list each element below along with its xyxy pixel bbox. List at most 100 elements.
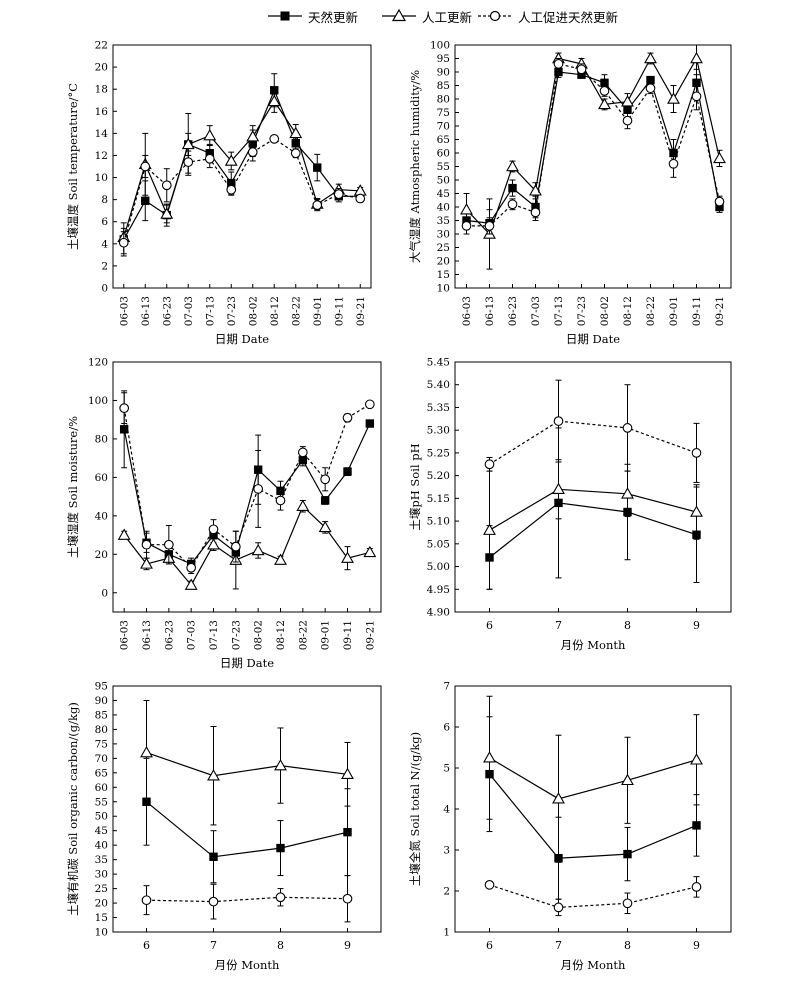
y-axis-label: 土壤有机碳 Soil organic carbon/(g/kg) (66, 702, 80, 916)
data-point-circle (226, 184, 237, 195)
x-tick-label: 07-03 (186, 620, 198, 650)
data-point-triangle (713, 151, 726, 164)
y-tick-label: 4 (443, 804, 450, 816)
x-axis-label: 日期 Date (215, 332, 269, 346)
data-point-circle (275, 495, 286, 506)
x-tick-label: 08-12 (622, 296, 634, 326)
y-tick-label: 0 (101, 587, 108, 599)
x-tick-label: 7 (555, 619, 562, 632)
data-point-circle (140, 161, 151, 172)
y-tick-label: 35 (437, 215, 450, 227)
data-point-circle (163, 539, 174, 550)
data-point-triangle (181, 137, 195, 150)
data-point-square (119, 425, 129, 434)
x-tick-label: 8 (624, 619, 631, 632)
y-tick-label: 70 (95, 753, 108, 765)
y-tick-label: 60 (95, 782, 108, 794)
data-point-triangle (140, 557, 153, 569)
y-tick-label: 6 (443, 722, 450, 734)
y-tick-label: 20 (95, 62, 108, 74)
x-tick-label: 08-02 (247, 296, 259, 326)
series-triangle (483, 695, 703, 863)
x-tick-label: 07-03 (530, 296, 542, 326)
data-point-circle (183, 157, 194, 167)
y-tick-label: 120 (88, 357, 108, 369)
y-tick-label: 60 (437, 148, 450, 160)
series-triangle (483, 459, 703, 590)
x-tick-label: 6 (486, 939, 493, 952)
x-tick-label: 08-12 (275, 620, 287, 650)
y-tick-label: 55 (437, 161, 450, 173)
y-tick-label: 16 (95, 106, 109, 118)
x-tick-label: 09-01 (312, 296, 324, 326)
data-point-circle (553, 59, 564, 69)
series-square (462, 66, 724, 238)
y-tick-label: 40 (95, 510, 108, 522)
data-point-triangle (529, 184, 542, 196)
y-tick-label: 50 (95, 811, 108, 823)
x-tick-label: 7 (210, 939, 217, 952)
y-tick-label: 7 (443, 681, 450, 693)
series-line (146, 801, 348, 858)
x-tick-label: 06-03 (118, 296, 130, 326)
data-point-square (291, 139, 300, 148)
legend-item-assisted: 人工促进天然更新 (478, 6, 638, 26)
y-tick-label: 4 (101, 238, 108, 250)
series-square (142, 757, 352, 884)
data-point-triangle (598, 97, 611, 110)
y-tick-label: 75 (95, 738, 108, 750)
data-point-triangle (483, 523, 496, 535)
y-tick-label: 5.40 (427, 379, 450, 391)
y-tick-label: 25 (95, 883, 108, 895)
plot-frame (112, 361, 382, 613)
data-point-square (276, 843, 285, 853)
chart-soil-moisture: 0 20 40 60 80 100 120 06-03 06-13 06-23 07-03 07-13… (66, 357, 382, 670)
y-tick-label: 22 (95, 40, 108, 52)
y-tick-label: 15 (437, 269, 450, 281)
series-line (123, 100, 361, 238)
data-point-square (554, 67, 563, 77)
x-axis-label: 日期 Date (566, 332, 620, 346)
data-point-triangle (621, 487, 634, 499)
data-point-triangle (644, 51, 657, 64)
data-point-triangle (274, 553, 287, 565)
y-tick-label: 14 (95, 128, 109, 140)
x-tick-label: 07-23 (230, 620, 242, 650)
data-point-square (692, 821, 701, 830)
y-tick-label: 3 (443, 845, 450, 857)
x-tick-label: 08-02 (253, 620, 265, 650)
y-tick-label: 4.90 (427, 607, 450, 619)
y-tick-label: 40 (95, 840, 108, 852)
x-tick-label: 09-11 (342, 620, 354, 650)
data-point-circle (312, 200, 323, 211)
x-tick-label: 6 (143, 939, 150, 952)
x-tick-label: 07-23 (226, 296, 238, 326)
y-tick-label: 100 (430, 40, 450, 52)
data-point-circle (208, 524, 219, 535)
x-tick-label: 08-22 (645, 296, 657, 326)
chart-soil-total-n: 1 2 3 4 5 6 7 6 7 8 9 月份 Month 土壤全氮 Soil total N/(g/… (408, 681, 732, 972)
y-tick-label: 45 (95, 825, 108, 837)
data-point-triangle (341, 551, 354, 563)
data-point-circle (320, 474, 331, 485)
data-point-circle (507, 199, 518, 210)
legend-circle-marker-icon (478, 10, 512, 22)
data-point-circle (691, 91, 702, 102)
data-point-triangle (621, 773, 634, 786)
data-point-circle (530, 207, 541, 218)
chart-soil-organic-carbon: 10 15 20 25 30 35 40 45 50 55 60 65 70 75 80 85 90 95 6 7 8 9… (66, 681, 382, 972)
data-point-circle (141, 539, 152, 550)
chart-soil-temperature: 0 2 4 6 8 10 12 14 16 18 20 22 06-03 06-13 06-23 07-03 0… (66, 40, 372, 346)
data-point-circle (484, 459, 495, 470)
y-tick-label: 6 (101, 216, 108, 228)
data-point-circle (333, 189, 344, 199)
y-tick-label: 50 (437, 175, 450, 187)
data-point-triangle (160, 207, 174, 219)
y-tick-label: 20 (95, 549, 108, 561)
series-circle (484, 379, 702, 483)
data-point-square (343, 827, 352, 837)
data-point-square (600, 78, 609, 87)
data-point-circle (364, 399, 375, 410)
y-tick-label: 2 (101, 260, 108, 272)
